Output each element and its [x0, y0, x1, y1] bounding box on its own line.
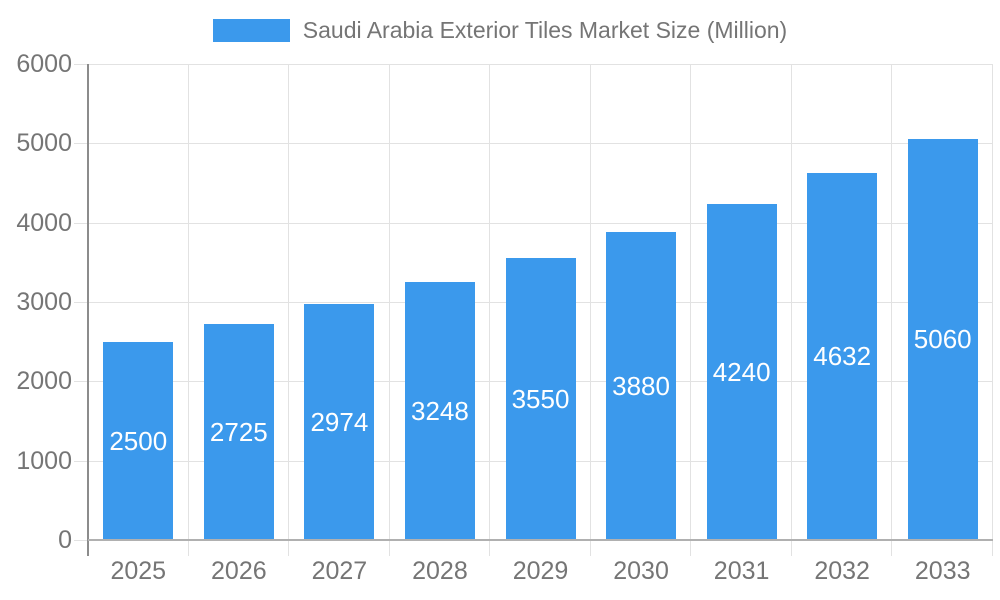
x-tick-label: 2030: [613, 557, 669, 585]
y-tick-label: 3000: [16, 288, 72, 316]
bar-value-label: 3880: [612, 371, 670, 402]
y-tick-label: 4000: [16, 208, 72, 237]
bar: 5060: [907, 138, 978, 540]
bar: 3550: [505, 258, 576, 540]
chart-title: Saudi Arabia Exterior Tiles Market Size …: [302, 17, 788, 43]
x-gridline: [891, 64, 893, 556]
x-gridline: [489, 64, 491, 556]
x-gridline: [690, 64, 692, 556]
y-axis-line: [87, 64, 89, 556]
y-gridline: [74, 143, 993, 145]
bar: 2974: [304, 304, 375, 540]
bar-value-label: 3248: [411, 396, 469, 427]
bar-value-label: 2500: [109, 425, 168, 456]
x-tick-label: 2029: [512, 557, 569, 585]
bar-value-label: 4240: [712, 356, 771, 387]
x-gridline: [288, 64, 290, 556]
legend-item[interactable]: Saudi Arabia Exterior Tiles Market Size …: [212, 17, 788, 44]
y-tick-label: 6000: [16, 50, 72, 78]
bar-value-label: 2974: [310, 407, 369, 438]
y-tick-label: 0: [58, 526, 72, 554]
x-gridline: [790, 64, 792, 556]
bar-value-label: 4632: [813, 341, 872, 372]
y-gridline: [74, 64, 993, 65]
bar-value-label: 3550: [511, 384, 570, 415]
bar: 3880: [606, 232, 677, 540]
x-gridline: [187, 64, 189, 556]
bar-value-label: 2725: [209, 416, 268, 447]
legend-swatch-icon: [212, 19, 290, 42]
x-gridline: [589, 64, 591, 556]
plot-area: 2500 2725 2974 3248 3550 3880 4240 4632 5060: [74, 64, 993, 556]
x-tick-label: 2033: [914, 557, 971, 585]
bar: 2725: [203, 323, 274, 540]
x-tick-label: 2032: [814, 557, 870, 585]
bar: 4632: [807, 172, 878, 540]
x-gridline: [992, 64, 993, 556]
x-gridline: [388, 64, 390, 556]
y-tick-label: 2000: [16, 367, 72, 396]
bar: 4240: [706, 203, 777, 540]
x-tick-label: 2026: [211, 557, 267, 585]
x-axis-line: [88, 539, 993, 541]
x-tick-label: 2025: [110, 557, 167, 585]
x-tick-label: 2028: [412, 557, 468, 585]
y-tick-label: 5000: [16, 129, 72, 158]
y-gridline: [74, 222, 993, 224]
bar: 3248: [404, 282, 475, 540]
bar: 2500: [103, 341, 174, 540]
legend: Saudi Arabia Exterior Tiles Market Size …: [0, 17, 1000, 44]
bar-value-label: 5060: [913, 324, 972, 355]
y-tick-label: 1000: [16, 446, 72, 475]
x-tick-label: 2027: [311, 557, 368, 585]
x-tick-label: 2031: [713, 557, 770, 585]
